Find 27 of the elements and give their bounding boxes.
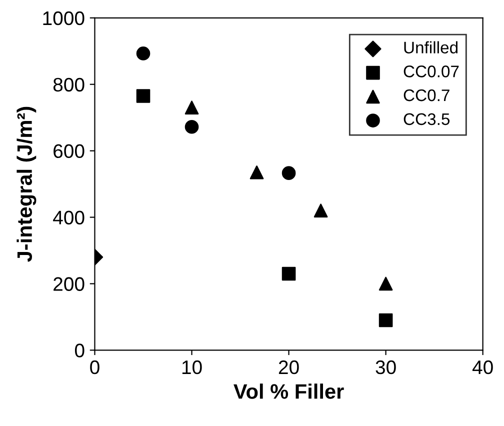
y-tick-label: 1000 bbox=[43, 11, 84, 26]
legend-label: Unfilled bbox=[404, 41, 458, 54]
x-tick-label: 10 bbox=[182, 360, 202, 374]
x-tick-label: 40 bbox=[472, 360, 493, 374]
y-tick-label: 600 bbox=[54, 144, 84, 158]
x-tick-label: 20 bbox=[278, 360, 299, 374]
y-tick-label: 800 bbox=[53, 78, 84, 92]
x-tick-label: 0 bbox=[90, 360, 100, 374]
point bbox=[250, 165, 264, 180]
x-tick-label: 30 bbox=[376, 360, 396, 374]
point bbox=[184, 100, 199, 115]
point bbox=[282, 166, 296, 180]
point bbox=[314, 204, 328, 218]
point bbox=[136, 46, 150, 60]
y-axis-title: J-integral (J/m²) bbox=[16, 106, 36, 262]
point bbox=[136, 89, 150, 103]
point bbox=[378, 313, 393, 328]
legend-label: CC3.5 bbox=[404, 113, 450, 126]
y-tick-label: 400 bbox=[53, 210, 84, 224]
legend-label: CC0.07 bbox=[404, 66, 459, 78]
legend-label: CC0.7 bbox=[404, 89, 450, 102]
point bbox=[378, 276, 393, 291]
x-axis-title: Vol % Filler bbox=[234, 384, 344, 399]
y-tick-label: 200 bbox=[54, 277, 84, 291]
point bbox=[282, 266, 296, 281]
point bbox=[184, 120, 199, 134]
y-tick-label: 0 bbox=[74, 344, 84, 358]
